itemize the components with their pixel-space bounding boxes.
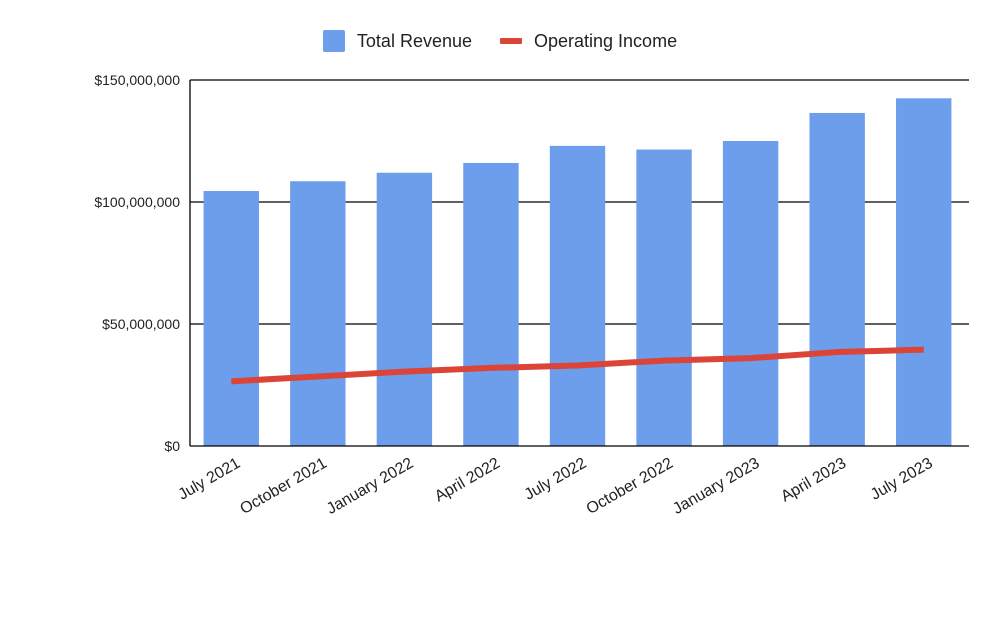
y-tick-label: $100,000,000 xyxy=(94,194,180,210)
x-tick-label: January 2023 xyxy=(670,455,763,518)
x-tick-label: January 2022 xyxy=(324,455,417,518)
x-tick-label: October 2022 xyxy=(584,455,677,518)
y-tick-label: $0 xyxy=(164,438,180,454)
x-tick-label: October 2021 xyxy=(237,455,330,518)
bar-total-revenue[interactable] xyxy=(549,145,606,446)
bar-total-revenue[interactable] xyxy=(722,141,779,446)
x-tick-label: April 2022 xyxy=(432,455,503,506)
legend-label-operating-income: Operating Income xyxy=(534,30,678,51)
x-tick-label: July 2023 xyxy=(868,455,936,504)
bar-total-revenue[interactable] xyxy=(290,181,346,446)
bar-total-revenue[interactable] xyxy=(376,172,433,446)
y-tick-label: $50,000,000 xyxy=(102,316,180,332)
x-tick-label: July 2021 xyxy=(175,455,243,504)
bar-total-revenue[interactable] xyxy=(463,162,519,446)
legend-label-total-revenue: Total Revenue xyxy=(356,30,472,51)
x-tick-label: July 2022 xyxy=(522,455,590,504)
bar-total-revenue[interactable] xyxy=(809,112,865,446)
legend-item-total-revenue[interactable]: Total Revenue xyxy=(322,30,472,52)
bar-total-revenue[interactable] xyxy=(896,98,952,447)
bar-total-revenue[interactable] xyxy=(203,191,259,446)
legend-swatch-total-revenue xyxy=(322,30,345,52)
y-tick-label: $150,000,000 xyxy=(94,72,180,88)
legend: Total Revenue Operating Income xyxy=(0,27,1000,55)
x-tick-label: April 2023 xyxy=(778,455,849,506)
line-operating-income[interactable] xyxy=(231,346,924,385)
legend-swatch-operating-income xyxy=(500,38,522,44)
bar-total-revenue[interactable] xyxy=(636,149,692,447)
legend-item-operating-income[interactable]: Operating Income xyxy=(500,31,677,52)
